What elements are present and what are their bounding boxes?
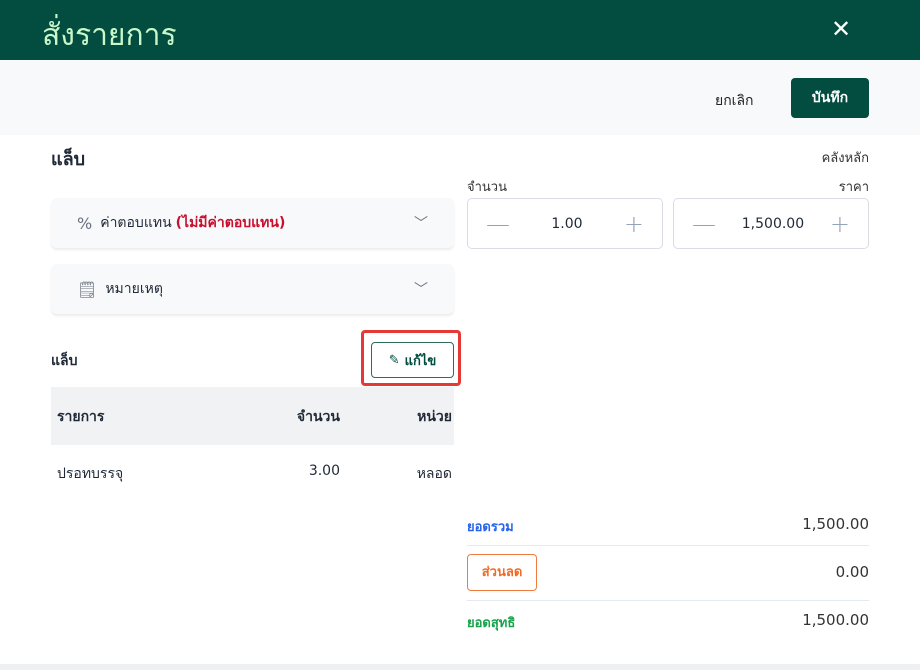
discount-button[interactable]: ส่วนลด	[467, 554, 537, 591]
close-icon[interactable]: ✕	[830, 15, 852, 43]
accordion-label: หมายเหตุ	[105, 281, 163, 297]
row-unit: หลอด	[416, 466, 452, 482]
warehouse-label: คลังหลัก	[821, 151, 869, 166]
lab-label: แล็บ	[51, 353, 78, 369]
page-title: สั่งรายการ	[42, 18, 177, 53]
accordion-label: ค่าตอบแทน	[100, 215, 172, 231]
divider	[467, 545, 869, 546]
price-stepper[interactable]: — 1,500.00 +	[673, 198, 869, 249]
total-label: ยอดรวม	[467, 520, 514, 535]
net-label: ยอดสุทธิ	[467, 616, 516, 631]
compensation-note: (ไม่มีค่าตอบแทน)	[175, 215, 286, 231]
net-value: 1,500.00	[802, 611, 869, 629]
action-bar	[0, 60, 920, 135]
column-header-item: รายการ	[57, 409, 105, 425]
column-header-qty: จำนวน	[296, 409, 340, 425]
footer-border	[0, 664, 920, 670]
total-value: 1,500.00	[802, 515, 869, 533]
price-value[interactable]: 1,500.00	[741, 215, 805, 232]
chevron-down-icon: ﹀	[414, 282, 428, 298]
remark-accordion[interactable]: 🗒 หมายเหตุ ﹀	[51, 264, 454, 314]
edit-button[interactable]: ✎ แก้ไข	[371, 342, 454, 378]
edit-label: แก้ไข	[404, 353, 437, 369]
table-header	[51, 387, 454, 445]
minus-icon[interactable]: —	[692, 209, 716, 238]
highlight-box	[361, 330, 461, 386]
row-qty: 3.00	[308, 463, 340, 479]
column-header-unit: หน่วย	[417, 409, 452, 425]
percent-icon: %	[77, 213, 93, 233]
price-label: ราคา	[838, 180, 869, 195]
plus-icon[interactable]: +	[623, 209, 644, 238]
discount-value: 0.00	[835, 563, 869, 581]
save-button[interactable]: บันทึก	[791, 78, 869, 118]
chevron-down-icon: ﹀	[414, 216, 428, 232]
compensation-accordion[interactable]: % ค่าตอบแทน (ไม่มีค่าตอบแทน) ﹀	[51, 198, 454, 248]
quantity-value[interactable]: 1.00	[551, 215, 583, 232]
note-info-icon: 🗒	[77, 279, 98, 299]
quantity-label: จำนวน	[467, 180, 507, 195]
section-title: แล็บ	[51, 149, 86, 170]
minus-icon[interactable]: —	[486, 209, 510, 238]
cancel-button[interactable]: ยกเลิก	[715, 93, 754, 109]
quantity-stepper[interactable]: — 1.00 +	[467, 198, 663, 249]
pencil-icon: ✎	[388, 352, 400, 368]
row-item: ปรอทบรรจุ	[57, 466, 124, 482]
header-bar	[0, 0, 920, 60]
plus-icon[interactable]: +	[829, 209, 850, 238]
divider	[467, 600, 869, 601]
